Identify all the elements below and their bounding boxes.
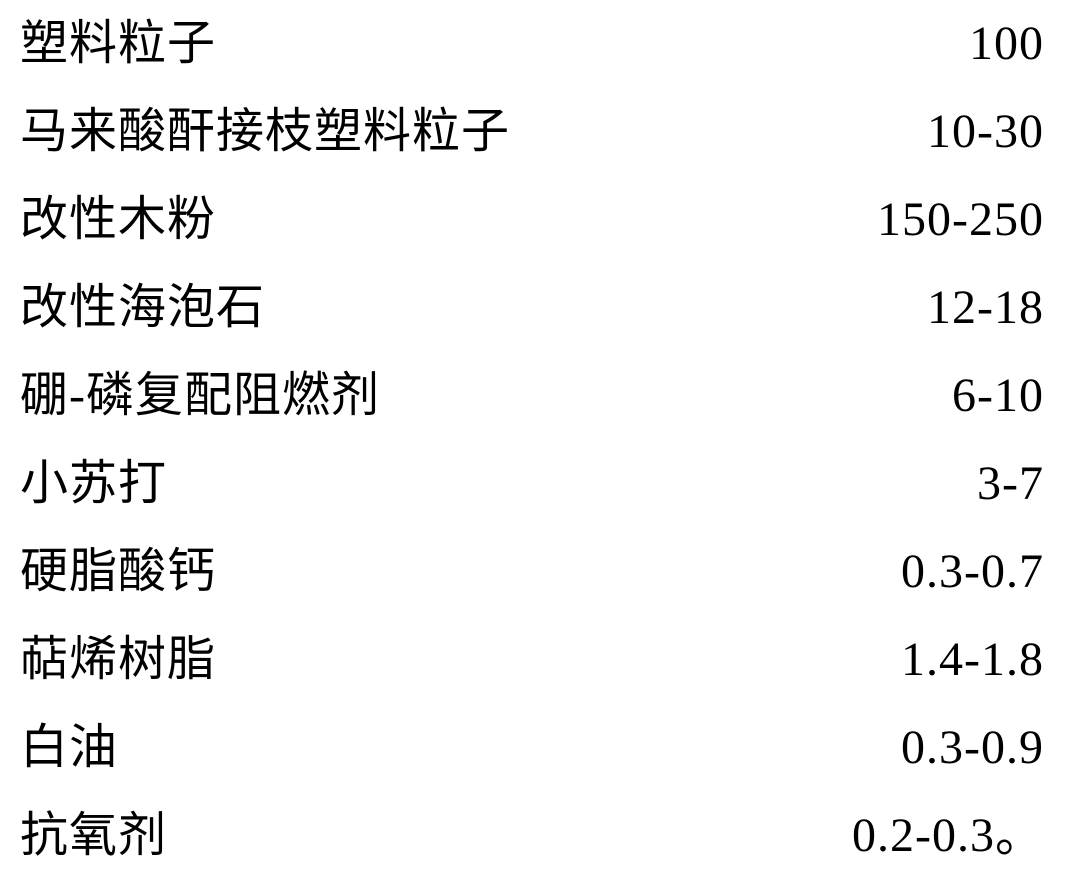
ingredient-label: 马来酸酐接枝塑料粒子 — [20, 88, 510, 176]
ingredient-label: 萜烯树脂 — [20, 616, 216, 704]
table-row: 小苏打 3-7 — [0, 440, 1074, 528]
table-row: 改性木粉 150-250 — [0, 176, 1074, 264]
ingredient-value: 0.3-0.9 — [901, 704, 1044, 792]
ingredient-value: 10-30 — [927, 88, 1044, 176]
table-row: 白油 0.3-0.9 — [0, 704, 1074, 792]
ingredient-value: 150-250 — [877, 176, 1044, 264]
ingredient-value: 0.2-0.3。 — [852, 792, 1044, 880]
table-row: 塑料粒子 100 — [0, 0, 1074, 88]
ingredient-value: 3-7 — [977, 440, 1044, 528]
ingredient-label: 改性木粉 — [20, 176, 216, 264]
ingredient-value: 6-10 — [952, 352, 1044, 440]
ingredient-value: 0.3-0.7 — [901, 528, 1044, 616]
ingredient-label: 硬脂酸钙 — [20, 528, 216, 616]
ingredient-value: 12-18 — [927, 264, 1044, 352]
ingredient-label: 塑料粒子 — [20, 0, 216, 88]
table-row: 抗氧剂 0.2-0.3。 — [0, 792, 1074, 880]
ingredient-label: 小苏打 — [20, 440, 167, 528]
ingredient-label: 抗氧剂 — [20, 792, 167, 880]
table-row: 硼-磷复配阻燃剂 6-10 — [0, 352, 1074, 440]
table-row: 马来酸酐接枝塑料粒子 10-30 — [0, 88, 1074, 176]
table-row: 硬脂酸钙 0.3-0.7 — [0, 528, 1074, 616]
ingredient-value: 100 — [969, 0, 1044, 88]
ingredient-label: 白油 — [20, 704, 118, 792]
ingredient-value: 1.4-1.8 — [901, 616, 1044, 704]
ingredient-label: 硼-磷复配阻燃剂 — [20, 352, 380, 440]
ingredient-label: 改性海泡石 — [20, 264, 265, 352]
table-row: 改性海泡石 12-18 — [0, 264, 1074, 352]
table-row: 萜烯树脂 1.4-1.8 — [0, 616, 1074, 704]
composition-table: 塑料粒子 100 马来酸酐接枝塑料粒子 10-30 改性木粉 150-250 改… — [0, 0, 1074, 881]
